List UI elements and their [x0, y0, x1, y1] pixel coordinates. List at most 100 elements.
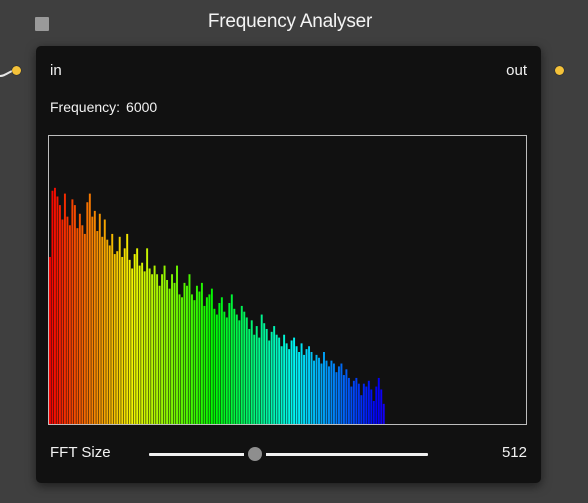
spectrum-bar: [188, 274, 191, 424]
spectrum-bar: [168, 288, 171, 424]
spectrum-bar: [218, 303, 221, 424]
spectrum-bar: [128, 259, 131, 424]
spectrum-bar: [357, 383, 360, 424]
spectrum-bar: [372, 400, 375, 424]
spectrum-bar: [208, 294, 211, 424]
spectrum-bar: [111, 233, 114, 424]
spectrum-bar: [183, 282, 186, 424]
spectrum-bar: [263, 323, 266, 424]
spectrum-bar: [335, 372, 338, 424]
spectrum-bar: [238, 320, 241, 424]
spectrum-bar: [375, 386, 378, 424]
spectrum-bar: [298, 352, 301, 424]
frequency-label: Frequency:: [50, 99, 121, 115]
fft-size-slider[interactable]: [149, 443, 428, 465]
spectrum-bar: [113, 254, 116, 424]
spectrum-display: [48, 135, 527, 425]
spectrum-bar: [350, 386, 353, 424]
spectrum-bar: [136, 248, 139, 424]
spectrum-bar: [56, 196, 59, 424]
spectrum-bar: [250, 320, 253, 424]
fft-size-label: FFT Size: [50, 444, 111, 461]
node-title: Frequency Analyser: [207, 11, 373, 32]
spectrum-bar: [332, 363, 335, 424]
spectrum-bar: [270, 331, 273, 424]
spectrum-bar: [171, 274, 173, 424]
spectrum-bar: [49, 256, 51, 424]
spectrum-bar: [283, 334, 286, 424]
spectrum-bar: [108, 245, 111, 424]
spectrum-bar: [195, 285, 198, 424]
spectrum-bar: [186, 285, 188, 424]
spectrum-bar: [225, 317, 228, 424]
fft-size-value: 512: [501, 444, 527, 461]
spectrum-bar: [131, 268, 134, 424]
slider-thumb[interactable]: [248, 447, 262, 461]
spectrum-bar: [295, 346, 298, 424]
spectrum-bar: [315, 354, 318, 424]
spectrum-bar: [327, 366, 330, 424]
spectrum-bar: [290, 340, 293, 424]
spectrum-bar: [123, 248, 126, 424]
spectrum-bar: [243, 311, 246, 424]
spectrum-bar: [248, 328, 251, 424]
spectrum-bar: [126, 233, 129, 424]
spectrum-bar: [215, 314, 218, 424]
spectrum-bar: [88, 193, 91, 424]
spectrum-bar: [285, 343, 288, 424]
spectrum-bar: [91, 216, 94, 424]
spectrum-bar: [308, 346, 310, 424]
spectrum-bar: [133, 254, 136, 424]
spectrum-bar: [273, 326, 276, 424]
spectrum-bar: [382, 403, 385, 424]
spectrum-bar: [71, 199, 74, 424]
spectrum-bar: [337, 366, 340, 424]
spectrum-bar: [83, 233, 86, 424]
spectrum-bar: [96, 231, 99, 424]
frequency-analyser-node[interactable]: in out Frequency: 6000 FFT Size 512: [36, 46, 541, 483]
spectrum-bar: [380, 389, 383, 424]
frequency-value: 6000: [126, 99, 158, 115]
spectrum-bar: [51, 190, 54, 424]
spectrum-bar: [193, 300, 196, 424]
spectrum-bar: [258, 337, 261, 424]
spectrum-bar: [275, 334, 278, 424]
spectrum-bar: [198, 291, 201, 424]
spectrum-bar: [178, 294, 181, 424]
spectrum-bar: [260, 314, 263, 424]
spectrum-bar: [78, 213, 81, 424]
input-port-dot-icon[interactable]: [12, 66, 21, 75]
output-port-dot-icon[interactable]: [555, 66, 564, 75]
spectrum-bar: [93, 210, 96, 424]
spectrum-bar: [233, 308, 236, 424]
spectrum-bar: [268, 340, 271, 424]
spectrum-bar: [325, 360, 328, 424]
spectrum-bar: [158, 285, 161, 424]
spectrum-bar: [153, 265, 156, 424]
spectrum-bar: [220, 297, 223, 424]
spectrum-bar: [253, 334, 256, 424]
spectrum-bar: [66, 216, 69, 424]
spectrum-bar: [138, 265, 141, 424]
spectrum-bar: [163, 265, 166, 424]
spectrum-bar: [151, 274, 154, 424]
input-label: in: [50, 62, 62, 79]
spectrum-bar: [330, 360, 333, 424]
spectrum-bar: [213, 308, 216, 424]
spectrum-bar: [300, 343, 303, 424]
spectrum-bar: [203, 305, 206, 424]
spectrum-bar: [103, 219, 106, 424]
slider-track[interactable]: [149, 453, 428, 456]
spectrum-bar: [161, 274, 164, 424]
spectrum-bar: [320, 363, 323, 424]
spectrum-bar: [81, 225, 84, 424]
spectrum-bar: [255, 326, 258, 424]
spectrum-bar: [370, 389, 373, 424]
spectrum-bar: [141, 262, 144, 424]
input-wire: [0, 70, 12, 77]
collapse-square-icon[interactable]: [35, 17, 49, 31]
spectrum-bar: [86, 202, 89, 424]
spectrum-bar: [118, 236, 121, 424]
spectrum-bar: [340, 363, 343, 424]
spectrum-bar: [323, 352, 325, 424]
